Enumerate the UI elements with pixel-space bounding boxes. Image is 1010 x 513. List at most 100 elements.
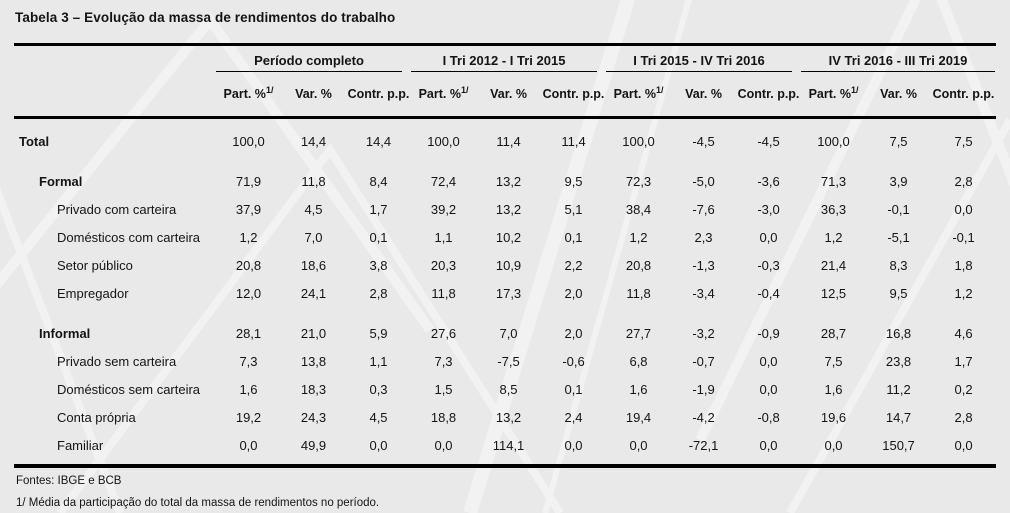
value-cell: -72,1 [688,437,719,453]
value-cell: 0,0 [564,437,583,453]
row-label: Total [19,133,50,149]
value-cell: -3,0 [757,201,780,217]
subheader-contr: Contr. p.p. [347,86,410,101]
value-cell: 2,8 [369,285,388,301]
value-cell: 9,5 [564,173,583,189]
value-cell: 0,0 [954,201,973,217]
column-group-2012-2015: I Tri 2012 - I Tri 2015 [411,45,606,72]
value-cell: 19,6 [820,409,847,425]
table-row: Setor público 20,8 18,6 3,8 20,3 10,9 2,2 20,8 -… [14,251,996,279]
value-cell: 7,3 [434,353,453,369]
subheader-part: Part. %1/ [223,84,274,101]
value-cell: 1,2 [954,285,973,301]
value-cell: 20,3 [430,257,457,273]
value-cell: -0,6 [562,353,585,369]
value-cell: 100,0 [427,133,460,149]
row-label: Empregador [57,285,129,301]
value-cell: 1,2 [629,229,648,245]
value-cell: 18,3 [300,381,327,397]
value-cell: 28,7 [820,325,847,341]
value-cell: 24,3 [300,409,327,425]
row-label: Informal [39,325,91,341]
table-title: Tabela 3 – Evolução da massa de rendimen… [15,10,396,25]
subheader-part: Part. %1/ [418,84,469,101]
value-cell: 27,7 [625,325,652,341]
column-group-label: I Tri 2012 - I Tri 2015 [411,51,598,72]
value-cell: 0,1 [369,229,388,245]
value-cell: 0,0 [954,437,973,453]
subheader-part: Part. %1/ [613,84,664,101]
value-cell: 100,0 [622,133,655,149]
value-cell: 0,0 [369,437,388,453]
value-cell: 150,7 [882,437,915,453]
column-group-periodo-completo: Período completo [216,45,411,72]
value-cell: 14,7 [885,409,912,425]
value-cell: -4,5 [757,133,780,149]
column-group-2015-2016: I Tri 2015 - IV Tri 2016 [606,45,801,72]
column-group-label: I Tri 2015 - IV Tri 2016 [606,51,793,72]
value-cell: 11,8 [301,173,326,189]
value-cell: 72,4 [430,173,457,189]
value-cell: 7,5 [824,353,843,369]
value-cell: 13,2 [495,173,522,189]
value-cell: 0,1 [564,229,583,245]
value-cell: 18,6 [300,257,327,273]
value-cell: 27,6 [430,325,457,341]
value-cell: -0,9 [757,325,780,341]
value-cell: 19,4 [625,409,652,425]
sources-line: Fontes: IBGE e BCB [16,475,122,487]
value-cell: 11,4 [496,133,521,149]
value-cell: 0,3 [369,381,388,397]
row-label: Setor público [57,257,133,273]
value-cell: 38,4 [625,201,652,217]
value-cell: 7,5 [889,133,908,149]
value-cell: 8,4 [369,173,388,189]
subheader-var: Var. % [295,86,332,101]
table-row: Privado com carteira 37,9 4,5 1,7 39,2 13,2 5,… [14,195,996,223]
value-cell: 1,6 [239,381,258,397]
footnote-marker: 1/ [850,84,859,95]
value-cell: 7,0 [304,229,323,245]
value-cell: -3,6 [757,173,780,189]
value-cell: 100,0 [817,133,850,149]
value-cell: -0,7 [692,353,715,369]
column-group-label: Período completo [216,51,403,72]
table-bottom-rule [14,464,996,468]
value-cell: -7,6 [692,201,715,217]
value-cell: 14,4 [365,133,392,149]
table-row: Domésticos sem carteira 1,6 18,3 0,3 1,5 8,5 0… [14,375,996,403]
table-row: Formal 71,9 11,8 8,4 72,4 13,2 9,5 72,3 -5,0 -3,6… [14,155,996,195]
value-cell: 28,1 [235,325,262,341]
subheader-part: Part. %1/ [808,84,859,101]
value-cell: 72,3 [625,173,652,189]
value-cell: 37,9 [235,201,262,217]
value-cell: 4,6 [954,325,973,341]
value-cell: 13,2 [495,409,522,425]
value-cell: 1,6 [629,381,648,397]
value-cell: 19,2 [235,409,262,425]
value-cell: 7,0 [499,325,518,341]
value-cell: 2,0 [564,285,583,301]
footnote-marker: 1/ [265,84,274,95]
row-label: Domésticos sem carteira [57,381,201,397]
value-cell: 1,7 [954,353,973,369]
value-cell: 10,2 [495,229,522,245]
value-cell: 20,8 [235,257,262,273]
value-cell: 2,3 [694,229,713,245]
value-cell: -0,1 [952,229,975,245]
label-column-spacer [14,72,216,118]
value-cell: 21,0 [300,325,327,341]
value-cell: 0,0 [759,229,778,245]
table-row: Conta própria 19,2 24,3 4,5 18,8 13,2 2,4 19,4 -… [14,403,996,431]
value-cell: 1,7 [369,201,388,217]
value-cell: 49,9 [300,437,327,453]
footnote-line: 1/ Média da participação do total da mas… [16,497,380,509]
value-cell: 0,0 [759,381,778,397]
value-cell: 2,0 [564,325,583,341]
value-cell: 11,2 [886,381,911,397]
row-label: Privado com carteira [57,201,177,217]
value-cell: -0,3 [757,257,780,273]
value-cell: 5,1 [564,201,583,217]
value-cell: 11,8 [431,285,456,301]
value-cell: 5,9 [369,325,388,341]
